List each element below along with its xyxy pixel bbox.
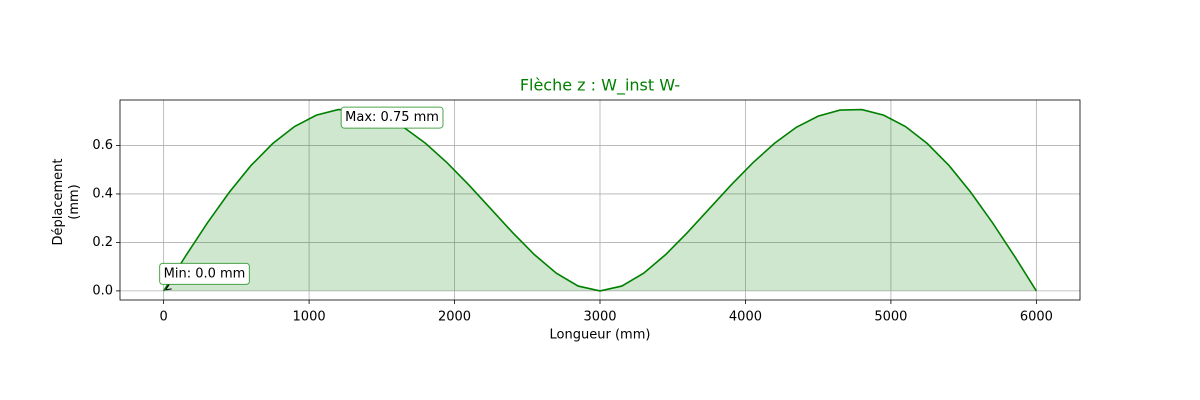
y-axis-label-line: Déplacement: [51, 159, 66, 246]
annotation: Min: 0.0 mm: [164, 266, 246, 281]
annotation-box: [159, 262, 250, 285]
plot-frame: [119, 99, 1081, 301]
annotation: Max: 0.75 mm: [345, 110, 439, 125]
x-axis-label: Longueur (mm): [550, 328, 651, 343]
y-axis-label-line: (mm): [67, 184, 82, 219]
y-tick-label: 0.0: [92, 283, 113, 298]
y-axis-label: Déplacement(mm): [51, 159, 82, 246]
line: [162, 108, 1038, 292]
x-tick-label: 4000: [729, 310, 762, 325]
annotation-box: [340, 106, 444, 129]
x-tick-label: 2000: [438, 310, 471, 325]
area-fill: [163, 109, 1037, 291]
x-tick-label: 5000: [874, 310, 907, 325]
chart-title: Flèche z : W_inst W-: [520, 76, 680, 96]
y-tick-label: 0.2: [92, 235, 113, 250]
x-tick-label: 3000: [583, 310, 616, 325]
x-tick-label: 6000: [1020, 310, 1053, 325]
x-tick-label: 1000: [293, 310, 326, 325]
y-tick-label: 0.4: [92, 186, 113, 201]
x-tick-label: 0: [159, 310, 167, 325]
y-tick-label: 0.6: [92, 138, 113, 153]
